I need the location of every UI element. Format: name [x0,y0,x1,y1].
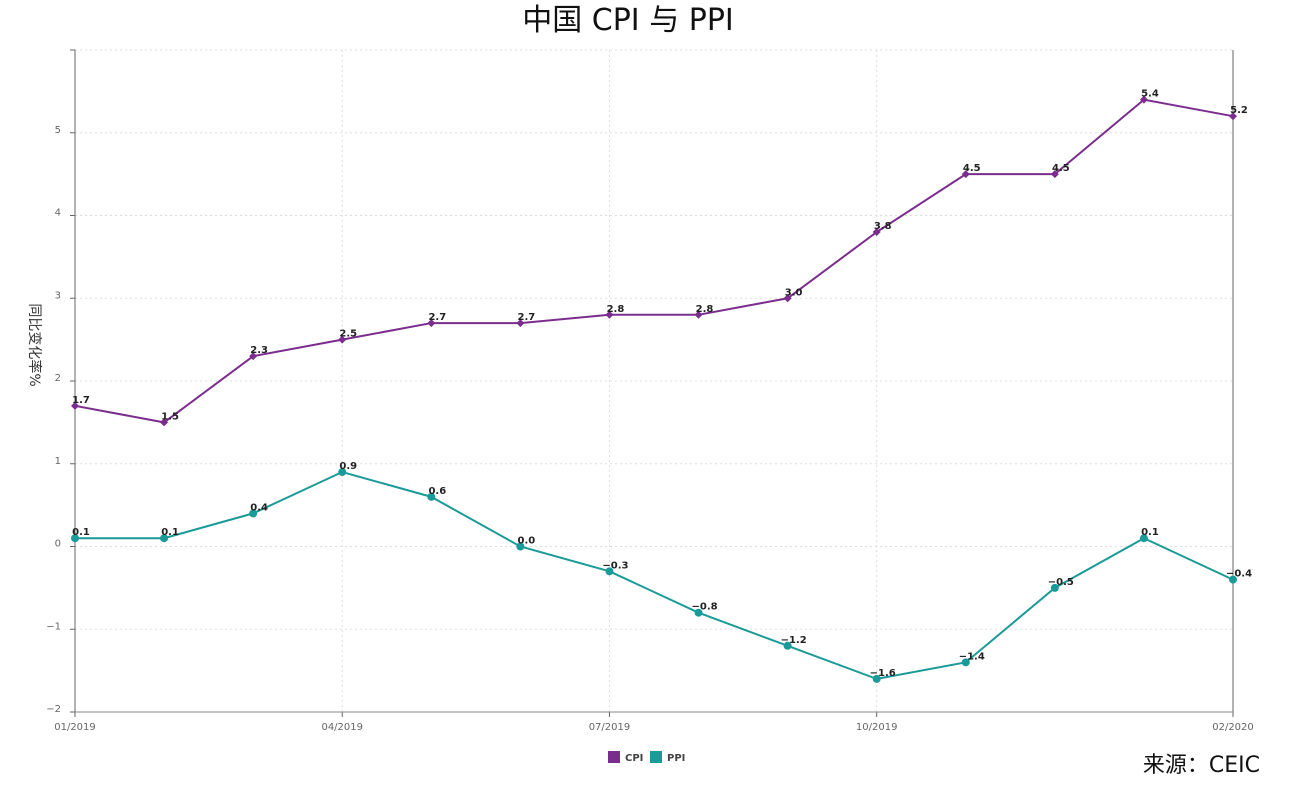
ppi-point [872,674,881,683]
ppi-point [427,492,436,501]
y-tick-label: 0 [55,539,61,550]
cpi-data-label: 2.3 [250,345,268,356]
cpi-data-label: 4.5 [1052,163,1070,174]
grid [75,49,1233,713]
legend-label-ppi: PPI [667,753,685,764]
ppi-data-label: 0.9 [339,461,357,472]
cpi-data-label: 2.8 [696,304,714,315]
cpi-data-label: 1.5 [161,411,179,422]
ppi-data-label: 0.1 [1141,527,1159,538]
legend-swatch-ppi [650,751,662,763]
ppi-data-label: 0.1 [72,527,90,538]
ppi-point [1229,575,1237,584]
ppi-point [605,567,614,576]
ppi-data-label: −0.8 [691,602,717,613]
cpi-data-label: 5.4 [1141,89,1159,100]
ppi-data-label: 0.6 [428,486,446,497]
ppi-point [1050,583,1059,592]
cpi-point [961,170,970,179]
y-tick-label: 4 [55,208,61,219]
ppi-point [249,509,258,518]
cpi-data-label: 2.8 [607,304,625,315]
ppi-data-label: −1.6 [870,668,896,679]
x-tick-label: 01/2019 [54,722,96,733]
ppi-point [783,641,792,650]
y-tick-label: 5 [55,125,61,136]
ppi-data-label: −1.4 [959,651,985,662]
cpi-point [872,228,881,237]
series-cpi: 1.7 1.5 2.3 2.5 2.7 2.7 2.8 2.8 3.0 3.8 4.5 4.5 5.4 5… [71,89,1248,427]
ppi-data-label: −0.4 [1226,569,1252,580]
y-tick-label: 2 [55,373,61,384]
y-tick-label: 3 [55,290,61,301]
legend: CPI PPI [608,751,685,764]
x-tick-label: 04/2019 [321,722,363,733]
source-note: 来源：CEIC [1143,753,1260,778]
y-tick-label: −1 [46,621,61,632]
cpi-data-label: 2.7 [518,312,536,323]
cpi-point [338,335,347,344]
cpi-data-label: 2.7 [428,312,446,323]
cpi-data-label: 4.5 [963,163,981,174]
ppi-point [71,534,79,543]
y-tick-label: 1 [55,456,61,467]
ppi-point [338,468,347,477]
ppi-point [160,534,169,543]
ppi-data-label: 0.4 [250,502,268,513]
y-axis-label: 同比变化率% [26,303,43,386]
chart-title: 中国 CPI 与 PPI [522,3,734,38]
axes: 01/2019 04/2019 07/2019 10/2019 02/2020 −2 −1 0… [46,49,1254,733]
cpi-point [783,294,792,303]
x-tick-label: 02/2020 [1212,722,1254,733]
cpi-point [71,401,79,410]
cpi-data-label: 1.7 [72,395,90,406]
x-tick-label: 10/2019 [856,722,898,733]
series: 1.7 1.5 2.3 2.5 2.7 2.7 2.8 2.8 3.0 3.8 4.5 4.5 5.4 5… [71,89,1252,683]
ppi-data-label: −1.2 [781,635,807,646]
cpi-point [427,319,436,328]
ppi-point [516,542,525,551]
cpi-data-label: 2.5 [339,329,357,340]
legend-swatch-cpi [608,751,620,763]
cpi-line [74,98,1234,424]
ppi-point [694,608,703,617]
series-ppi: 0.1 0.1 0.4 0.9 0.6 0.0 −0.3 −0.8 −1.2 −1.6 −1.4 −0… [71,461,1252,683]
cpi-data-label: 5.2 [1230,105,1248,116]
cpi-point [1050,170,1059,179]
cpi-point [1139,95,1148,104]
cpi-data-label: 3.8 [874,221,892,232]
cpi-point [694,310,703,319]
cpi-point [160,418,169,427]
cpi-point [516,319,525,328]
legend-label-cpi: CPI [625,753,643,764]
ppi-data-label: −0.5 [1048,577,1074,588]
ppi-data-label: 0.1 [161,527,179,538]
cpi-data-label: 3.0 [785,287,803,298]
cpi-point [605,310,614,319]
y-tick-label: −2 [46,704,61,715]
ppi-data-label: 0.0 [518,536,536,547]
cpi-point [249,352,258,361]
ppi-line [75,470,1234,680]
ppi-point [961,658,970,667]
x-tick-label: 07/2019 [589,722,631,733]
ppi-point [1139,534,1148,543]
cpi-point [1229,112,1237,121]
ppi-data-label: −0.3 [602,560,628,571]
